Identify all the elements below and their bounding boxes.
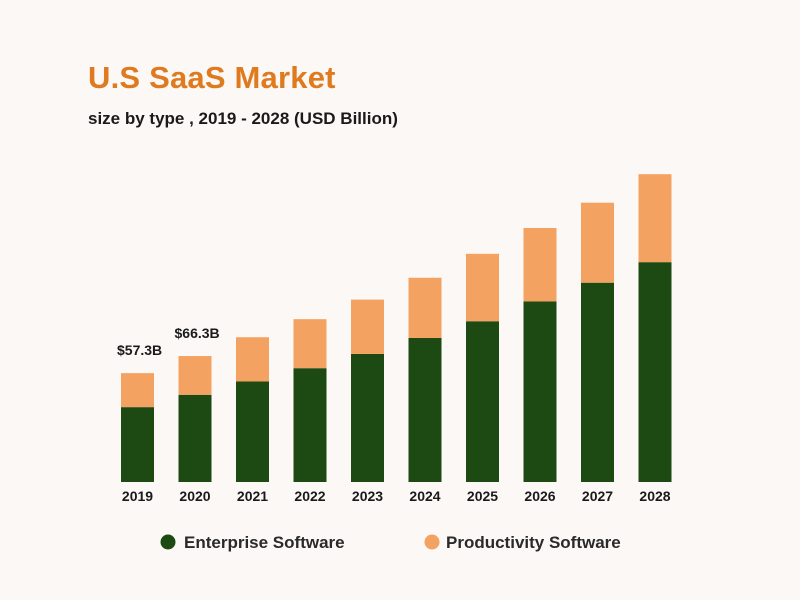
bar-enterprise-2022	[293, 368, 327, 482]
data-label-2020: $66.3B	[175, 325, 220, 341]
chart-subtitle: size by type , 2019 - 2028 (USD Billion)	[88, 109, 398, 128]
x-tick-label-2024: 2024	[409, 488, 440, 504]
x-tick-label-2021: 2021	[237, 488, 268, 504]
x-tick-label-2020: 2020	[179, 488, 210, 504]
legend-marker-enterprise	[160, 534, 176, 550]
labels-group: 2019 2020 2021 2022 2023 2024 2025 2026 2027 2028…	[117, 325, 671, 504]
x-tick-label-2019: 2019	[122, 488, 153, 504]
legend-marker-productivity	[424, 534, 440, 550]
x-tick-label-2026: 2026	[524, 488, 555, 504]
bar-enterprise-2020	[178, 394, 212, 482]
x-tick-label-2027: 2027	[582, 488, 613, 504]
x-tick-label-2028: 2028	[639, 488, 670, 504]
bar-productivity-2020	[178, 356, 212, 395]
bars-group	[121, 174, 672, 482]
bar-productivity-2023	[351, 299, 384, 354]
bar-enterprise-2026	[523, 301, 557, 482]
bar-productivity-2028	[638, 174, 672, 263]
legend: Enterprise Software Productivity Software	[160, 533, 621, 552]
bar-enterprise-2023	[351, 353, 384, 482]
bar-enterprise-2028	[638, 262, 672, 482]
bar-productivity-2026	[523, 227, 557, 302]
bar-productivity-2022	[293, 319, 327, 369]
data-label-2019: $57.3B	[117, 342, 162, 358]
legend-label-enterprise: Enterprise Software	[184, 533, 345, 552]
bar-enterprise-2019	[121, 407, 154, 482]
bar-productivity-2024	[408, 277, 442, 338]
bar-productivity-2019	[121, 373, 154, 408]
bar-enterprise-2025	[466, 321, 499, 482]
bar-enterprise-2024	[408, 337, 442, 482]
x-tick-label-2023: 2023	[352, 488, 383, 504]
bar-enterprise-2021	[236, 381, 269, 482]
bar-productivity-2027	[581, 202, 614, 283]
bar-productivity-2025	[466, 253, 499, 322]
bar-enterprise-2027	[581, 282, 614, 482]
bar-productivity-2021	[236, 337, 269, 382]
legend-label-productivity: Productivity Software	[446, 533, 621, 552]
chart-title: U.S SaaS Market	[88, 60, 336, 95]
x-tick-label-2025: 2025	[467, 488, 498, 504]
x-tick-label-2022: 2022	[294, 488, 325, 504]
